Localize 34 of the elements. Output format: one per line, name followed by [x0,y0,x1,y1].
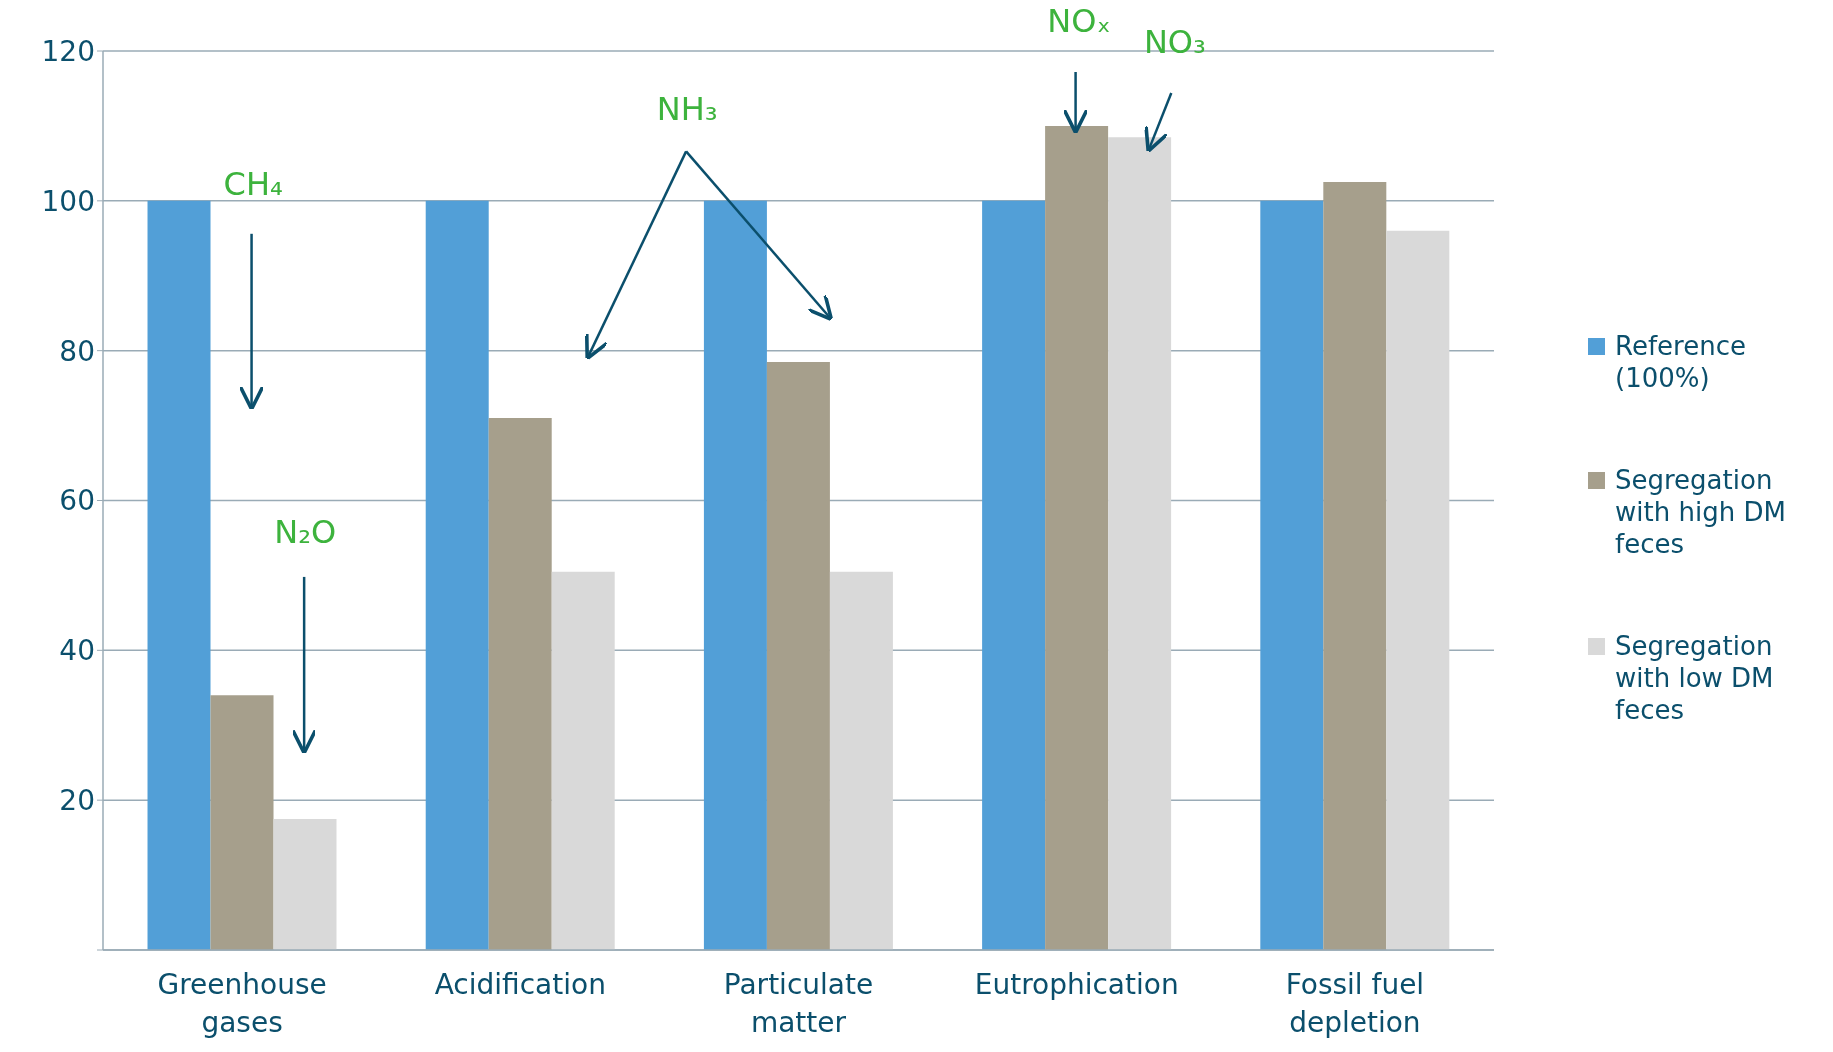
x-tick-label: Fossil fuel depletion [1285,968,1425,1039]
x-tick-label: Particulate matter [723,968,874,1039]
bar [1045,125,1109,950]
bar [1260,200,1324,950]
bar [1386,230,1450,950]
bar [766,361,830,950]
y-tick-label: 100 [41,184,95,218]
bar [488,418,552,950]
text: NOₓ [1047,2,1111,41]
annotation: NO₃ [1143,22,1206,61]
bar [210,695,274,950]
x-tick-label: Acidification [434,968,606,1001]
x-tick-label: Eutrophication [974,968,1179,1001]
annotation: NH₃ [656,89,718,128]
bar [982,200,1046,950]
bar [551,571,615,950]
y-tick-label: 20 [59,784,95,818]
annotation: N₂O [274,513,337,552]
y-tick-label: 60 [59,484,95,518]
y-tick-label: 40 [59,634,95,668]
legend-label: Segregation with low DM feces [1615,630,1775,726]
bar [829,571,893,950]
x-tick-label: Greenhouse gases [157,968,327,1039]
bar [1108,137,1172,950]
bar [425,200,489,950]
y-tick-label: 120 [41,34,95,68]
legend-label: Segregation with high DM feces [1615,464,1787,560]
annotation: CH₄ [223,164,283,203]
y-tick-label: 80 [59,334,95,368]
legend-label: Reference (100%) [1615,330,1747,394]
bar [1323,182,1387,950]
bar [273,818,337,950]
bar [703,200,767,950]
bar [147,200,211,950]
